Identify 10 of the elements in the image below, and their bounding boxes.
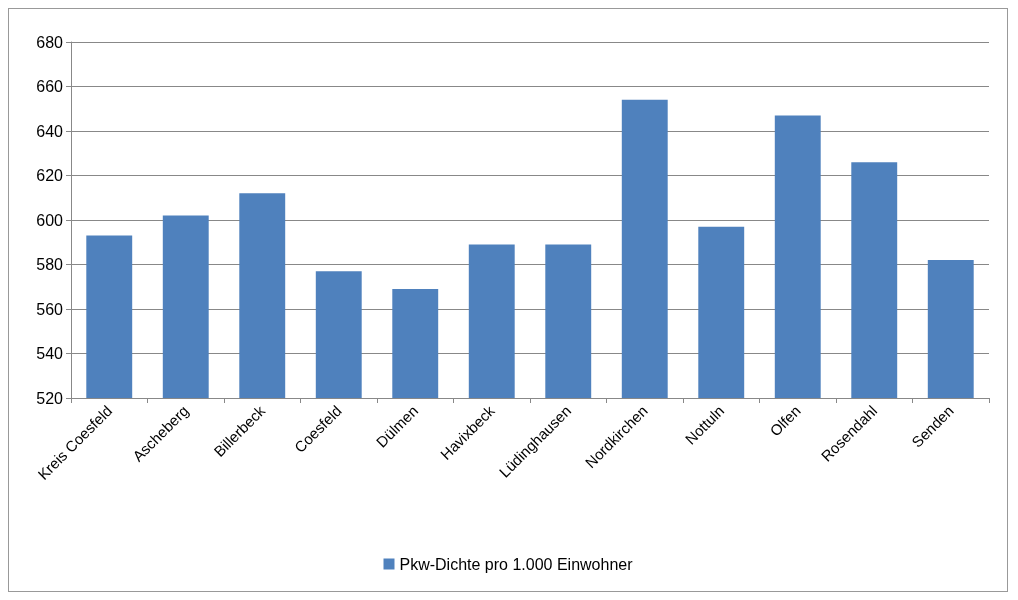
y-tick-label: 540 [36,345,64,362]
y-tick-label: 660 [36,78,64,95]
y-tick-label: 520 [36,389,64,407]
y-tick-label: 680 [36,33,64,51]
y-tick-label: 620 [36,167,64,184]
y-tick-label: 640 [36,122,64,140]
legend-label: Pkw-Dichte pro 1.000 Einwohner [399,555,634,573]
y-tick-label: 580 [36,256,64,273]
y-tick-label: 560 [36,300,64,318]
y-tick-label: 600 [36,211,64,229]
